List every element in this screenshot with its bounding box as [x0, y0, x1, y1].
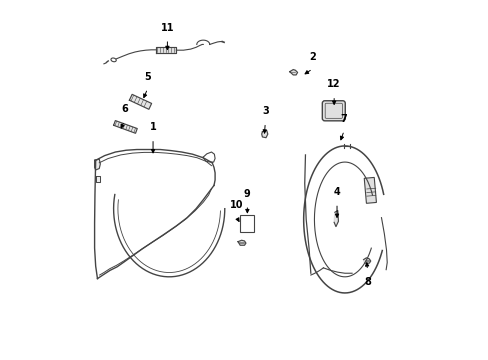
Text: 12: 12 [327, 79, 340, 89]
Polygon shape [238, 240, 245, 245]
Polygon shape [96, 176, 100, 182]
Text: 3: 3 [262, 106, 268, 116]
Text: 4: 4 [333, 187, 340, 197]
Text: 2: 2 [308, 52, 315, 62]
Polygon shape [129, 94, 151, 109]
Text: 1: 1 [149, 122, 156, 132]
Bar [364, 177, 376, 203]
Text: 7: 7 [340, 114, 347, 124]
Polygon shape [363, 258, 370, 263]
Polygon shape [156, 46, 176, 53]
Bar [240, 215, 253, 232]
Text: 5: 5 [144, 72, 151, 82]
Text: 8: 8 [364, 277, 370, 287]
FancyBboxPatch shape [322, 101, 345, 121]
Polygon shape [94, 159, 100, 170]
Text: 6: 6 [121, 104, 127, 114]
Text: 10: 10 [229, 201, 243, 211]
Text: 9: 9 [244, 189, 250, 199]
Polygon shape [261, 131, 267, 138]
Polygon shape [333, 211, 338, 226]
Polygon shape [289, 69, 297, 75]
Polygon shape [113, 121, 137, 133]
Text: 11: 11 [161, 23, 174, 33]
